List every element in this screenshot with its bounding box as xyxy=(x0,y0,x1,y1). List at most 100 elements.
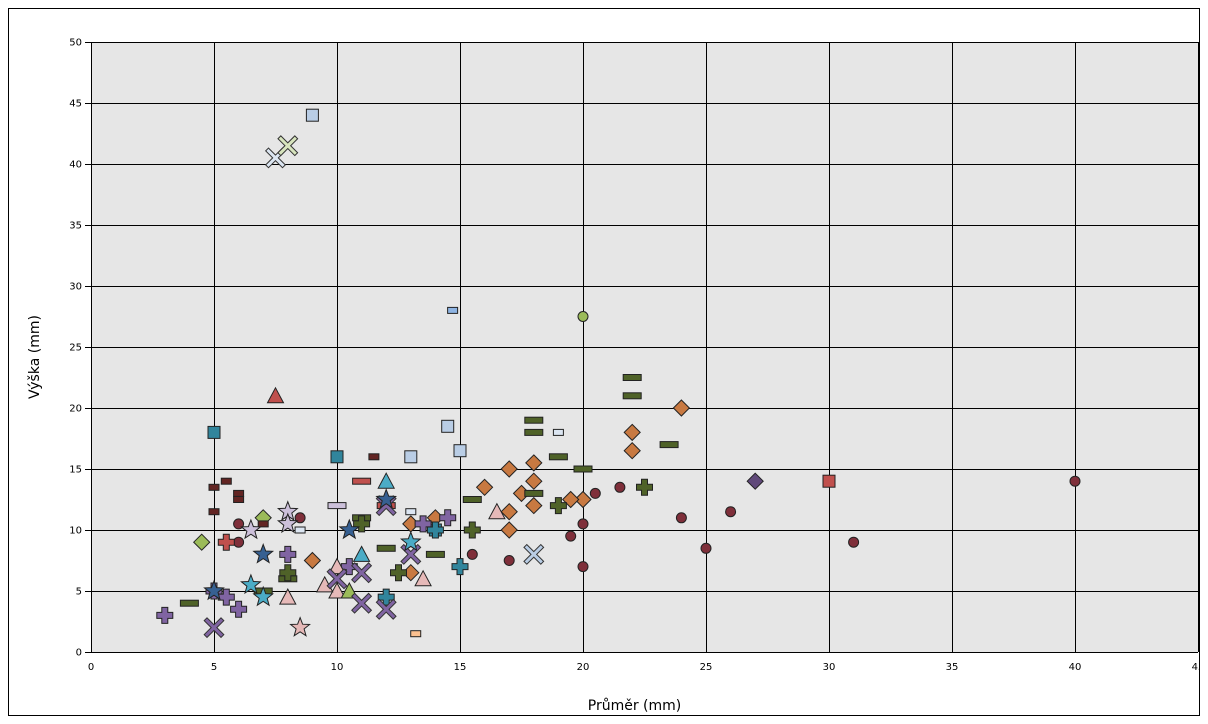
data-point-diamond xyxy=(623,441,641,460)
data-point-dash xyxy=(659,441,679,449)
data-point-dash xyxy=(573,465,593,473)
data-point-dash xyxy=(622,374,642,381)
data-point-star xyxy=(276,512,299,534)
y-tick-label: 30 xyxy=(69,282,82,293)
data-point-star xyxy=(375,488,398,509)
data-point-triangle xyxy=(328,581,346,599)
data-point-diamond xyxy=(303,551,322,570)
data-point-circle xyxy=(614,481,626,493)
data-point-triangle xyxy=(352,545,371,562)
x-tick-label: 20 xyxy=(577,662,590,673)
y-tick-label: 50 xyxy=(69,38,82,49)
x-tick-label: 45 xyxy=(1192,662,1199,673)
data-point-square xyxy=(441,419,455,433)
data-point-triangle xyxy=(266,386,285,404)
y-tick-label: 25 xyxy=(69,343,82,354)
data-point-x xyxy=(523,543,545,565)
data-point-small-dash xyxy=(552,428,564,436)
data-point-small-dash xyxy=(294,526,306,534)
x-tick-labels: 0 5 10 15 20 25 30 35 40 45 xyxy=(88,662,1199,673)
data-point-square xyxy=(822,474,836,488)
data-point-plus xyxy=(439,509,457,527)
data-point-plus xyxy=(636,478,653,496)
data-point-x xyxy=(351,592,373,614)
data-point-square xyxy=(330,450,344,464)
data-point-small-dash xyxy=(405,508,417,516)
data-point-plus xyxy=(549,497,567,515)
data-point-plus xyxy=(451,558,469,576)
data-point-circle xyxy=(565,530,577,542)
data-point-dash xyxy=(524,489,544,497)
data-point-circle xyxy=(1069,475,1081,487)
data-point-small-dash xyxy=(220,477,232,485)
data-point-x xyxy=(351,562,373,584)
x-tick-label: 30 xyxy=(823,662,836,673)
data-point-diamond xyxy=(623,423,641,442)
data-point-diamond xyxy=(500,521,518,539)
data-point-circle xyxy=(577,518,589,530)
data-point-plus xyxy=(353,515,371,533)
data-point-dash xyxy=(622,392,642,400)
y-tick-label: 45 xyxy=(69,99,82,110)
data-point-star xyxy=(252,542,275,564)
y-axis-title: Výška (mm) xyxy=(27,315,43,399)
data-point-dash xyxy=(425,550,445,558)
data-point-dash xyxy=(376,544,396,552)
data-point-triangle xyxy=(278,588,297,605)
data-point-circle xyxy=(675,512,687,524)
data-point-square xyxy=(404,450,418,464)
data-point-square xyxy=(305,108,319,122)
data-point-diamond xyxy=(192,533,211,551)
y-tick-label: 15 xyxy=(69,465,82,476)
data-point-circle xyxy=(577,561,589,573)
data-point-plus xyxy=(217,533,235,551)
y-tick-label: 10 xyxy=(69,526,82,537)
data-point-diamond xyxy=(500,502,518,521)
data-point-diamond xyxy=(500,460,518,478)
data-point-circle xyxy=(233,518,245,530)
data-point-dash xyxy=(524,416,544,424)
data-point-circle xyxy=(700,542,712,554)
data-point-small-dash xyxy=(208,508,220,516)
data-point-x xyxy=(203,617,225,639)
data-point-star xyxy=(289,616,311,637)
data-point-plus xyxy=(279,545,297,563)
x-tick-label: 15 xyxy=(454,662,467,673)
data-point-triangle xyxy=(414,569,432,587)
data-point-diamond xyxy=(525,472,543,490)
y-tick-label: 0 xyxy=(76,648,82,659)
data-point-diamond xyxy=(746,472,764,490)
x-tick-label: 40 xyxy=(1069,662,1082,673)
y-tick-label: 5 xyxy=(76,587,82,598)
data-point-star xyxy=(203,579,225,601)
data-point-dash xyxy=(352,477,372,485)
data-point-circle xyxy=(577,311,589,322)
data-point-circle xyxy=(589,487,601,499)
data-point-plus xyxy=(279,564,297,582)
data-point-dash xyxy=(179,599,199,607)
y-tick-label: 35 xyxy=(69,221,82,232)
data-point-plus xyxy=(230,600,248,618)
data-point-small-dash xyxy=(257,520,269,528)
data-point-dash xyxy=(327,502,347,510)
data-point-small-dash xyxy=(447,306,459,314)
data-point-circle xyxy=(466,548,478,560)
x-tick-label: 0 xyxy=(88,662,94,673)
data-point-plus xyxy=(156,606,174,624)
data-point-plus xyxy=(340,558,358,576)
x-tick-label: 25 xyxy=(700,662,713,673)
data-point-square xyxy=(207,425,221,439)
data-point-triangle xyxy=(328,557,346,575)
data-point-x xyxy=(326,568,348,590)
data-point-dash xyxy=(462,496,482,503)
data-point-small-dash xyxy=(233,496,245,503)
data-point-plus xyxy=(414,515,432,533)
y-tick-labels: 0 5 10 15 20 25 30 35 40 45 50 xyxy=(69,38,82,659)
data-point-circle xyxy=(294,512,306,524)
y-tick-label: 20 xyxy=(69,404,82,415)
data-point-plus xyxy=(463,521,481,539)
data-point-diamond xyxy=(525,496,543,515)
data-point-small-dash xyxy=(368,453,380,461)
